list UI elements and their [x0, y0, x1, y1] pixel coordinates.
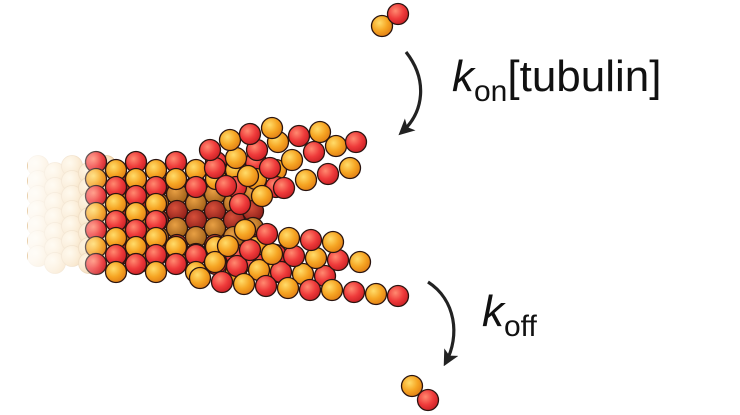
protofilament-subunit	[254, 274, 278, 298]
lattice-subunit	[144, 260, 168, 284]
koff-arrow	[427, 280, 459, 367]
protofilament-subunit	[386, 284, 410, 308]
protofilament-subunit	[232, 272, 256, 296]
lattice-fade-overlay	[28, 150, 108, 280]
protofilament-subunit	[338, 156, 362, 180]
protofilament-subunit	[277, 226, 301, 250]
microtubule-front-wall	[84, 116, 410, 308]
koff-rate-label: koff	[482, 287, 537, 342]
protofilament-subunit	[198, 138, 222, 162]
incoming-dimer-beta	[370, 14, 394, 38]
kon-arrow	[398, 51, 423, 136]
protofilament-subunit	[276, 276, 300, 300]
protofilament-subunit	[233, 218, 257, 242]
incoming-dimer-alpha	[386, 2, 410, 26]
released-dimer-alpha	[416, 388, 440, 412]
lattice-subunit	[164, 167, 188, 191]
kon-suffix: [tubulin]	[507, 52, 662, 101]
protofilament-subunit	[188, 266, 212, 290]
kon-rate-label: kon[tubulin]	[452, 52, 662, 107]
protofilament-subunit	[218, 128, 242, 152]
free-tubulin-dimers	[370, 2, 440, 412]
protofilament-subunit	[348, 250, 372, 274]
protofilament-subunit	[299, 228, 323, 252]
protofilament-subunit	[344, 130, 368, 154]
protofilament-subunit	[324, 134, 348, 158]
kon-subscript: on	[474, 75, 508, 108]
protofilament-subunit	[238, 122, 262, 146]
protofilament-subunit	[364, 282, 388, 306]
protofilament-subunit	[316, 162, 340, 186]
protofilament-subunit	[342, 280, 366, 304]
protofilament-subunit	[238, 238, 262, 262]
protofilament-subunit	[258, 156, 282, 180]
kon-symbol: k	[452, 52, 474, 101]
protofilament-subunit	[287, 124, 311, 148]
lattice-subunit	[104, 260, 128, 284]
protofilament-subunit	[214, 174, 238, 198]
lattice-subunit	[164, 252, 188, 276]
protofilament-subunit	[260, 242, 284, 266]
protofilament-subunit	[250, 184, 274, 208]
protofilament-subunit	[216, 234, 240, 258]
protofilament-subunit	[298, 278, 322, 302]
koff-subscript: off	[504, 310, 537, 343]
protofilament-subunit	[308, 120, 332, 144]
koff-symbol: k	[482, 287, 504, 336]
protofilament-subunit	[321, 230, 345, 254]
protofilament-subunit	[210, 270, 234, 294]
protofilament-subunit	[228, 192, 252, 216]
protofilament-subunit	[294, 168, 318, 192]
protofilament-subunit	[272, 176, 296, 200]
protofilament-subunit	[255, 222, 279, 246]
protofilament-subunit	[260, 116, 284, 140]
lattice-subunit	[124, 252, 148, 276]
protofilament-subunit	[302, 140, 326, 164]
protofilament-subunit	[236, 164, 260, 188]
released-dimer-beta	[400, 374, 424, 398]
protofilament-subunit	[203, 250, 227, 274]
protofilament-subunit	[320, 278, 344, 302]
protofilament-subunit	[280, 148, 304, 172]
lattice-subunit	[184, 175, 208, 199]
